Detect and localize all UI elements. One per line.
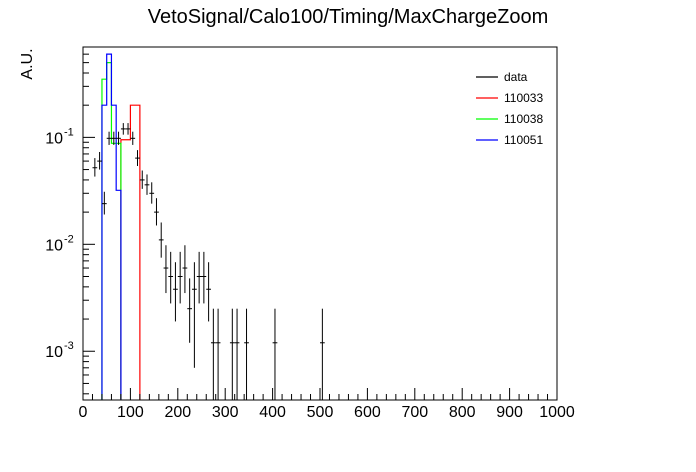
x-tick-label: 400 — [259, 404, 286, 421]
legend-label: 110038 — [504, 112, 543, 126]
data-point — [201, 251, 207, 304]
data-point — [234, 308, 240, 400]
data-point — [163, 245, 169, 294]
hist-series-110038 — [101, 62, 122, 400]
x-tick-label: 800 — [449, 404, 476, 421]
data-point — [320, 308, 325, 400]
data-point — [168, 251, 174, 304]
data-point — [210, 308, 216, 400]
legend-label: 110033 — [504, 91, 543, 105]
legend-entry-110051: 110051 — [476, 133, 543, 147]
x-tick-label: 900 — [496, 404, 523, 421]
histogram-steps — [101, 53, 141, 400]
data-point — [139, 170, 145, 189]
x-tick-label: 700 — [401, 404, 428, 421]
data-point — [177, 251, 183, 304]
hist-series-110051 — [101, 53, 122, 400]
data-point — [158, 222, 164, 258]
data-point — [125, 123, 131, 135]
legend-label: 110051 — [504, 133, 543, 147]
data-point — [173, 262, 178, 322]
legend-entry-110038: 110038 — [476, 112, 543, 126]
x-tick-label: 200 — [164, 404, 191, 421]
data-point — [244, 308, 249, 400]
y-tick-exponent: -2 — [64, 233, 74, 245]
hist-series-110033 — [120, 104, 141, 400]
y-tick-label: 10 — [45, 130, 63, 147]
y-tick-exponent: -1 — [64, 126, 74, 138]
axes: 0 100 200 300 400 500 600 700 800 900 100010-110-2… — [45, 53, 575, 421]
data-point — [154, 198, 159, 226]
data-point — [206, 262, 211, 322]
y-axis-label: A.U. — [19, 48, 36, 79]
plot-frame — [82, 46, 558, 401]
data-point — [229, 308, 235, 400]
data-point — [215, 308, 221, 400]
x-tick-label: 600 — [354, 404, 381, 421]
data-point — [144, 174, 150, 195]
x-tick-label: 500 — [307, 404, 334, 421]
y-tick-label: 10 — [45, 344, 63, 361]
data-point — [106, 131, 112, 145]
data-points — [92, 123, 325, 400]
data-point — [187, 278, 193, 343]
data-point — [116, 131, 121, 145]
data-point — [92, 158, 98, 177]
data-point — [149, 182, 155, 204]
x-tick-label: 0 — [79, 404, 88, 421]
legend-entry-110033: 110033 — [476, 91, 543, 105]
legend: data 110033 110038 110051 — [476, 70, 543, 147]
data-point — [97, 151, 102, 170]
data-point — [272, 308, 278, 400]
x-tick-label: 1000 — [539, 404, 575, 421]
data-point — [196, 251, 202, 304]
y-tick-exponent: -3 — [64, 340, 74, 352]
chart-title: VetoSignal/Calo100/Timing/MaxChargeZoom — [148, 6, 549, 28]
data-point — [130, 131, 136, 145]
x-tick-label: 300 — [212, 404, 239, 421]
data-point — [111, 131, 117, 145]
data-point — [101, 191, 107, 215]
data-point — [192, 262, 197, 368]
y-tick-label: 10 — [45, 237, 63, 254]
legend-label: data — [504, 70, 528, 84]
legend-entry-data: data — [476, 70, 528, 84]
data-point — [182, 245, 188, 294]
x-tick-label: 100 — [117, 404, 144, 421]
data-point — [120, 123, 126, 135]
data-point — [135, 150, 140, 166]
